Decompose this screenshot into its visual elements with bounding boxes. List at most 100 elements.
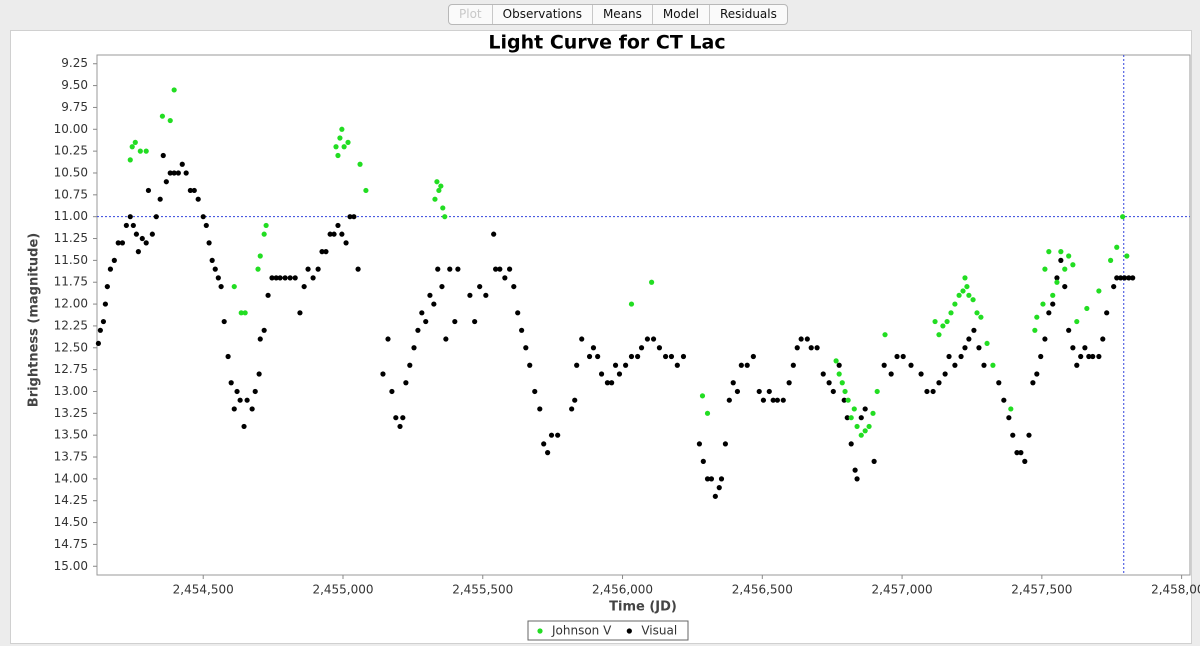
data-point [750,353,756,360]
data-point [331,231,337,237]
data-point [357,161,363,167]
data-point [944,318,950,325]
data-point [894,353,900,360]
data-point [129,144,135,150]
data-point [403,380,409,386]
data-point [1086,353,1092,360]
data-point [704,476,711,482]
data-point [1111,283,1117,290]
data-point [355,266,361,272]
data-point [836,371,842,377]
tab[interactable]: Means [591,5,652,24]
legend-box [527,620,689,641]
data-point [833,358,839,364]
tab[interactable]: Observations [491,5,592,24]
data-point [956,292,962,298]
data-point [519,327,525,333]
tab[interactable]: Model [651,5,709,24]
data-point [277,275,283,281]
data-point [269,275,275,281]
data-point [1010,432,1016,438]
data-point [157,196,163,202]
data-point [1042,266,1048,272]
data-point [712,493,718,499]
y-tick-label: 14.25 [54,493,88,507]
data-point [930,388,936,395]
data-point [195,196,201,202]
data-point [249,406,255,412]
data-point [179,161,185,167]
data-point [1001,397,1007,403]
data-point [231,283,237,290]
data-point [940,323,946,329]
tab-bar: Plot Observations Means Model Residuals [448,4,788,25]
tab[interactable]: Plot [459,7,482,21]
y-tick-label: 13.50 [54,428,88,442]
data-point [335,152,341,159]
data-point [244,397,250,403]
data-point [427,292,433,298]
data-point [493,266,499,272]
data-point [1118,275,1124,281]
data-point [882,332,888,338]
data-point [171,87,177,93]
y-tick-label: 13.75 [54,450,88,464]
data-point [1040,301,1046,307]
data-point [555,432,561,438]
data-point [708,476,715,482]
data-point [1022,458,1028,464]
data-point [228,380,234,386]
data-point [333,144,339,150]
data-point [1090,353,1096,360]
data-point [1014,450,1020,456]
data-point [871,458,877,464]
data-point [1114,275,1120,281]
legend-label: Visual [641,624,677,638]
data-point [1074,318,1080,325]
data-point [100,318,107,325]
data-point [1062,283,1068,290]
data-point [674,362,680,368]
data-point [960,288,966,294]
data-point [389,388,395,395]
data-point [774,397,780,403]
data-point [598,371,605,377]
data-point [1126,275,1132,281]
y-tick-label: 10.25 [54,144,88,158]
data-point [1034,371,1040,377]
data-point [616,371,623,377]
data-point [434,179,440,185]
data-point [160,152,166,159]
data-point [1121,275,1128,281]
data-point [305,266,311,272]
data-point [952,362,958,368]
data-point [127,157,133,163]
data-point [699,393,706,399]
data-point [1018,450,1024,456]
data-point [644,336,651,342]
data-point [826,380,832,386]
data-point [1062,266,1068,272]
data-point [467,292,473,298]
data-point [780,397,786,403]
data-point [839,380,845,386]
plot-area [96,54,1191,576]
data-point [1108,257,1114,263]
data-point [149,231,155,237]
data-point [1096,353,1102,360]
data-point [255,266,261,272]
y-tick-label: 12.50 [54,340,88,354]
data-point [545,450,551,456]
data-point [347,214,353,220]
x-tick-label: 2,454,500 [173,583,234,597]
y-tick-label: 9.75 [61,100,88,114]
data-point [848,441,854,447]
data-point [966,336,972,342]
data-point [419,310,425,316]
data-point [532,388,538,395]
data-point [908,362,914,368]
data-point [1008,406,1014,412]
data-point [854,476,860,482]
y-tick-label: 14.50 [54,515,88,529]
tab[interactable]: Residuals [708,5,787,24]
